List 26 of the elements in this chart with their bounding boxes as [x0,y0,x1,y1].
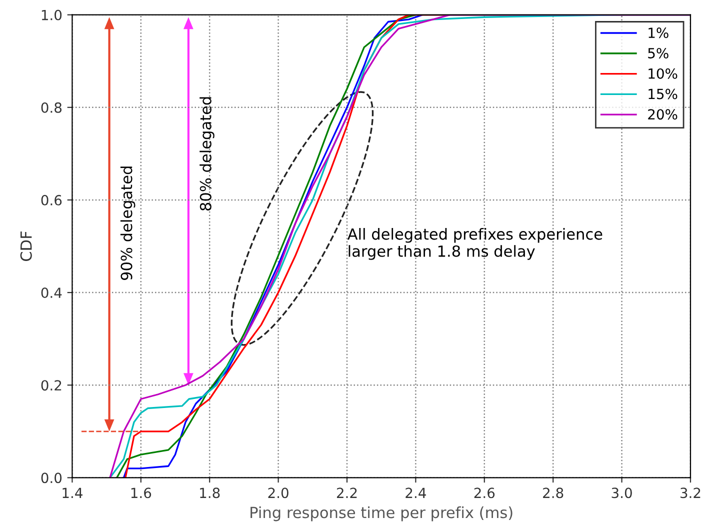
x-tick-label: 2.8 [543,488,564,498]
y-tick-label: 0.2 [41,380,62,391]
x-tick-label: 1.6 [131,488,152,498]
x-tick-label: 3.2 [680,488,700,498]
x-tick-label: 2.4 [406,488,426,498]
y-tick-label: 0.6 [41,194,62,206]
annotation: 80% delegated [200,97,214,210]
x-tick-label: 2.6 [474,488,495,498]
x-tick-label: 1.4 [62,488,82,498]
x-tick-label: 2.2 [336,488,357,498]
y-axis-title: CDF [20,232,32,261]
y-tick-label: 0.0 [41,472,62,484]
y-tick-label: 0.4 [41,288,62,298]
legend-label: 10% [648,68,678,79]
y-tick-label: 1.0 [42,10,62,20]
legend-label: 1% [648,28,668,38]
x-tick-label: 1.8 [200,488,220,498]
legend-label: 15% [648,88,678,100]
x-tick-label: 2.0 [268,488,288,498]
y-tick-label: 0.8 [41,102,62,113]
annotation: 90% delegated [120,166,136,280]
x-tick-label: 3.0 [612,488,632,498]
annotation: All delegated prefixes experience larger than 1.8 ms delay [347,228,602,260]
legend-label: 20% [648,109,678,120]
x-axis-title: Ping response time per prefix (ms) [250,506,512,522]
legend-label: 5% [648,48,668,58]
